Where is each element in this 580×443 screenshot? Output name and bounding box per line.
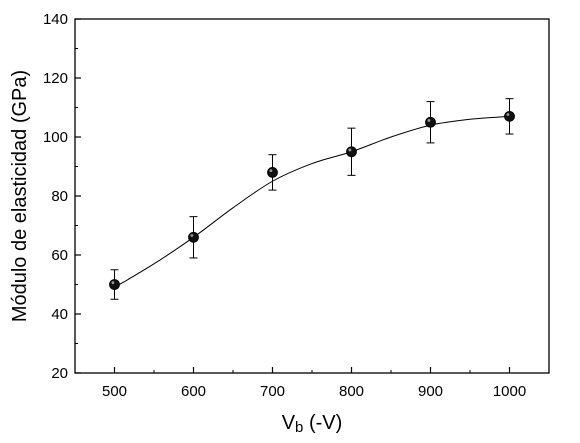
data-point-highlight bbox=[190, 234, 194, 237]
data-point bbox=[109, 279, 120, 290]
y-axis-title: Módulo de elasticidad (GPa) bbox=[9, 70, 31, 322]
y-tick-label: 120 bbox=[43, 70, 68, 87]
data-point-highlight bbox=[111, 281, 115, 285]
y-axis-ticks: 20 40 60 80 100 120 140 bbox=[43, 11, 81, 382]
x-axis-title-rest: (-V) bbox=[303, 412, 342, 434]
x-tick-label: 500 bbox=[102, 383, 127, 400]
y-tick-label: 140 bbox=[43, 11, 68, 28]
x-tick-label: 1000 bbox=[493, 383, 526, 400]
fit-line bbox=[114, 115, 510, 288]
y-tick-label: 60 bbox=[51, 247, 68, 264]
x-axis-title-main: V bbox=[282, 412, 296, 434]
data-point bbox=[425, 116, 436, 128]
x-tick-label: 900 bbox=[418, 383, 443, 400]
data-point-highlight bbox=[427, 119, 431, 122]
x-axis-ticks: 500 600 700 800 900 1000 bbox=[102, 367, 526, 400]
y-tick-label: 20 bbox=[51, 365, 68, 382]
plot-frame bbox=[74, 18, 550, 374]
x-axis-title: Vb (-V) bbox=[282, 412, 343, 436]
y-tick-label: 100 bbox=[43, 129, 68, 146]
error-bars bbox=[110, 98, 514, 300]
x-tick-label: 600 bbox=[181, 383, 206, 400]
x-axis-title-subscript: b bbox=[295, 419, 303, 436]
y-tick-label: 40 bbox=[51, 306, 68, 323]
data-point-highlight bbox=[506, 113, 510, 116]
data-point bbox=[267, 166, 278, 178]
data-point bbox=[346, 146, 357, 158]
data-point-highlight bbox=[348, 148, 352, 152]
x-tick-label: 700 bbox=[260, 383, 285, 400]
data-point bbox=[504, 110, 515, 122]
data-points bbox=[109, 110, 515, 290]
data-point-highlight bbox=[269, 169, 273, 173]
data-point bbox=[188, 231, 199, 243]
y-tick-label: 80 bbox=[51, 188, 68, 205]
x-tick-label: 800 bbox=[339, 383, 364, 400]
